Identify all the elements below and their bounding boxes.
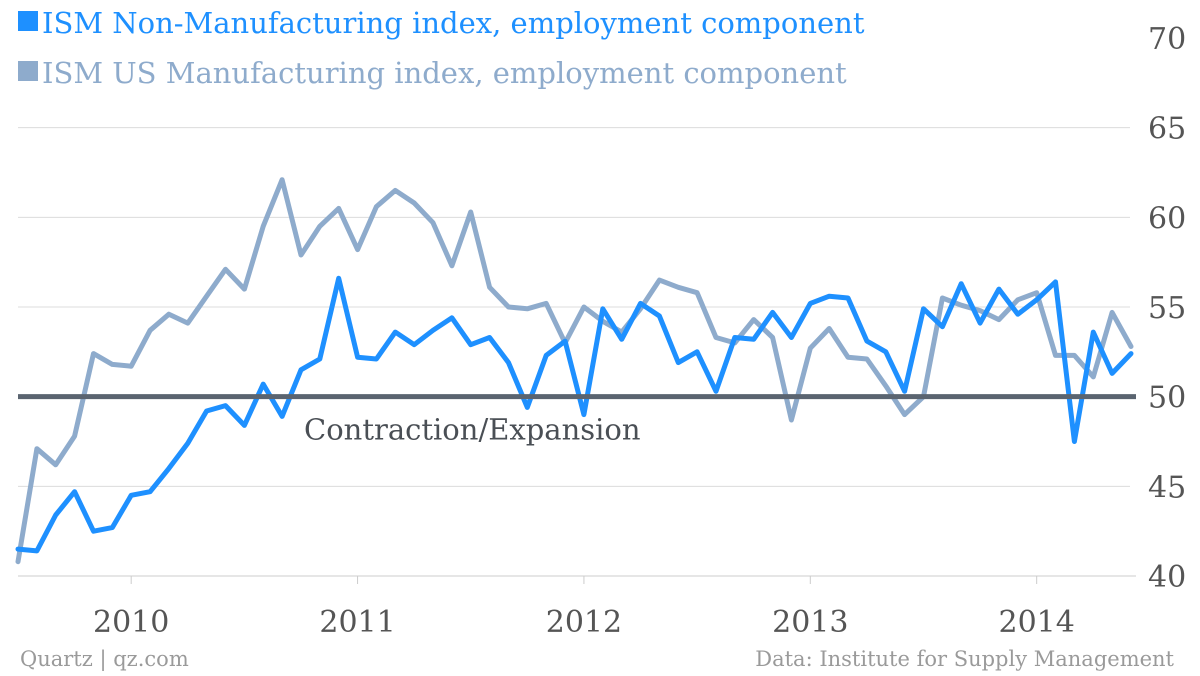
y-tick-label-65: 65 [1148, 112, 1186, 147]
legend-label-manufacturing: ISM US Manufacturing index, employment c… [42, 56, 847, 90]
footer-publisher: Quartz | qz.com [20, 647, 189, 671]
y-tick-label-60: 60 [1148, 201, 1186, 236]
x-tick-label-2014: 2014 [998, 605, 1074, 640]
legend-item-manufacturing: ISM US Manufacturing index, employment c… [18, 56, 847, 90]
x-tick-label-2012: 2012 [546, 605, 622, 640]
x-tick-label-2011: 2011 [319, 605, 395, 640]
y-tick-label-50: 50 [1148, 381, 1186, 416]
x-tick-label-2010: 2010 [93, 605, 169, 640]
reference-line-label: Contraction/Expansion [304, 413, 641, 447]
series-line-non-manufacturing [15, 275, 1134, 554]
footer-data-source: Data: Institute for Supply Management [755, 647, 1174, 671]
legend-label-non-manufacturing: ISM Non-Manufacturing index, employment … [42, 6, 865, 40]
series-line-manufacturing [15, 177, 1134, 565]
y-tick-label-70: 70 [1148, 22, 1186, 57]
legend-item-non-manufacturing: ISM Non-Manufacturing index, employment … [18, 6, 865, 40]
legend-swatch-non-manufacturing [18, 11, 38, 31]
legend-swatch-manufacturing [18, 61, 38, 81]
y-tick-label-55: 55 [1148, 291, 1186, 326]
x-tick-label-2013: 2013 [772, 605, 848, 640]
y-tick-label-45: 45 [1148, 470, 1186, 505]
y-tick-label-40: 40 [1148, 560, 1186, 595]
